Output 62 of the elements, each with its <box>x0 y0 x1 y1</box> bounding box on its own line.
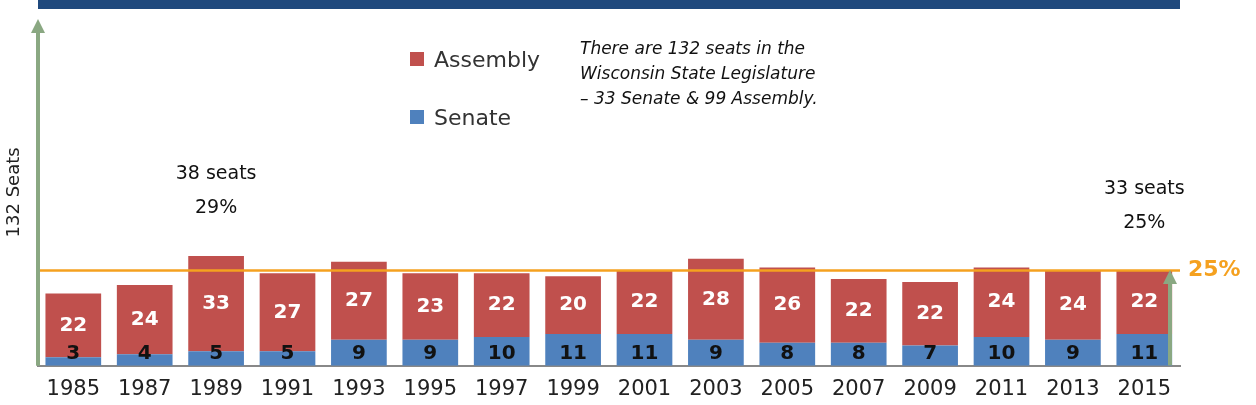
bar <box>473 273 530 337</box>
legend-label: Assembly <box>434 46 541 72</box>
data-label: 27 <box>344 286 373 311</box>
bar <box>545 276 601 335</box>
x-tick-label: 1997 <box>474 375 529 400</box>
x-tick-label: 2007 <box>831 375 886 400</box>
annotation: 33 seats 25% <box>1103 175 1185 232</box>
legend-label: Senate <box>434 104 512 130</box>
x-tick-label: 1987 <box>117 375 172 400</box>
data-label: 27 <box>273 298 302 323</box>
data-label: 24 <box>1058 291 1087 316</box>
x-tick-label: 2001 <box>617 375 672 400</box>
data-label: 7 <box>923 340 938 364</box>
bar <box>45 293 102 358</box>
x-tick-label: 2015 <box>1117 375 1172 400</box>
bar <box>688 258 744 340</box>
x-tick-label: 2009 <box>903 375 957 400</box>
data-label: 22 <box>844 297 873 322</box>
bar <box>616 270 673 335</box>
text: 25% <box>1188 256 1241 282</box>
data-label: 10 <box>487 340 516 364</box>
x-tick-label: 2011 <box>974 375 1029 400</box>
annotation: 38 seats 29% <box>175 161 257 218</box>
data-label: 22 <box>487 291 516 316</box>
bar <box>830 279 887 343</box>
data-label: 22 <box>916 299 945 324</box>
data-label: 9 <box>708 340 723 364</box>
x-tick-label: 1995 <box>403 375 458 400</box>
data-label: 9 <box>1065 340 1080 364</box>
data-label: 28 <box>701 285 730 310</box>
bar <box>331 261 387 340</box>
data-label: 8 <box>780 340 795 364</box>
x-tick-label: 2003 <box>689 375 743 400</box>
data-label: 11 <box>1130 340 1159 364</box>
data-label: 9 <box>351 340 366 364</box>
data-label: 20 <box>559 291 588 316</box>
data-label: 24 <box>987 288 1016 313</box>
bar <box>759 267 816 343</box>
data-label: 10 <box>987 340 1016 364</box>
x-tick-label: 1989 <box>189 375 243 400</box>
bar <box>402 273 459 340</box>
x-tick-label: 2013 <box>1046 375 1100 400</box>
data-label: 8 <box>851 340 866 364</box>
data-label: 22 <box>630 288 659 313</box>
data-label: 26 <box>773 291 802 316</box>
x-tick-label: 1991 <box>260 375 315 400</box>
x-tick-label: 1993 <box>332 375 386 400</box>
data-label: 11 <box>630 340 659 364</box>
x-tick-label: 1999 <box>546 375 600 400</box>
bar <box>1045 270 1101 340</box>
data-label: 23 <box>416 292 445 317</box>
data-label: 9 <box>423 340 438 364</box>
data-label: 22 <box>1130 288 1159 313</box>
bar <box>902 281 958 346</box>
text: There are 132 seats in the Wisconsin State Legislature – 33 Senate & 99 Assembly. <box>580 37 818 110</box>
data-label: 24 <box>130 305 159 330</box>
data-label: 22 <box>59 311 88 336</box>
data-label: 33 <box>202 289 231 314</box>
x-tick-label: 2005 <box>760 375 815 400</box>
y-axis-title: 132 Seats <box>2 147 24 238</box>
x-tick-label: 1985 <box>46 375 101 400</box>
data-label: 11 <box>559 340 588 364</box>
